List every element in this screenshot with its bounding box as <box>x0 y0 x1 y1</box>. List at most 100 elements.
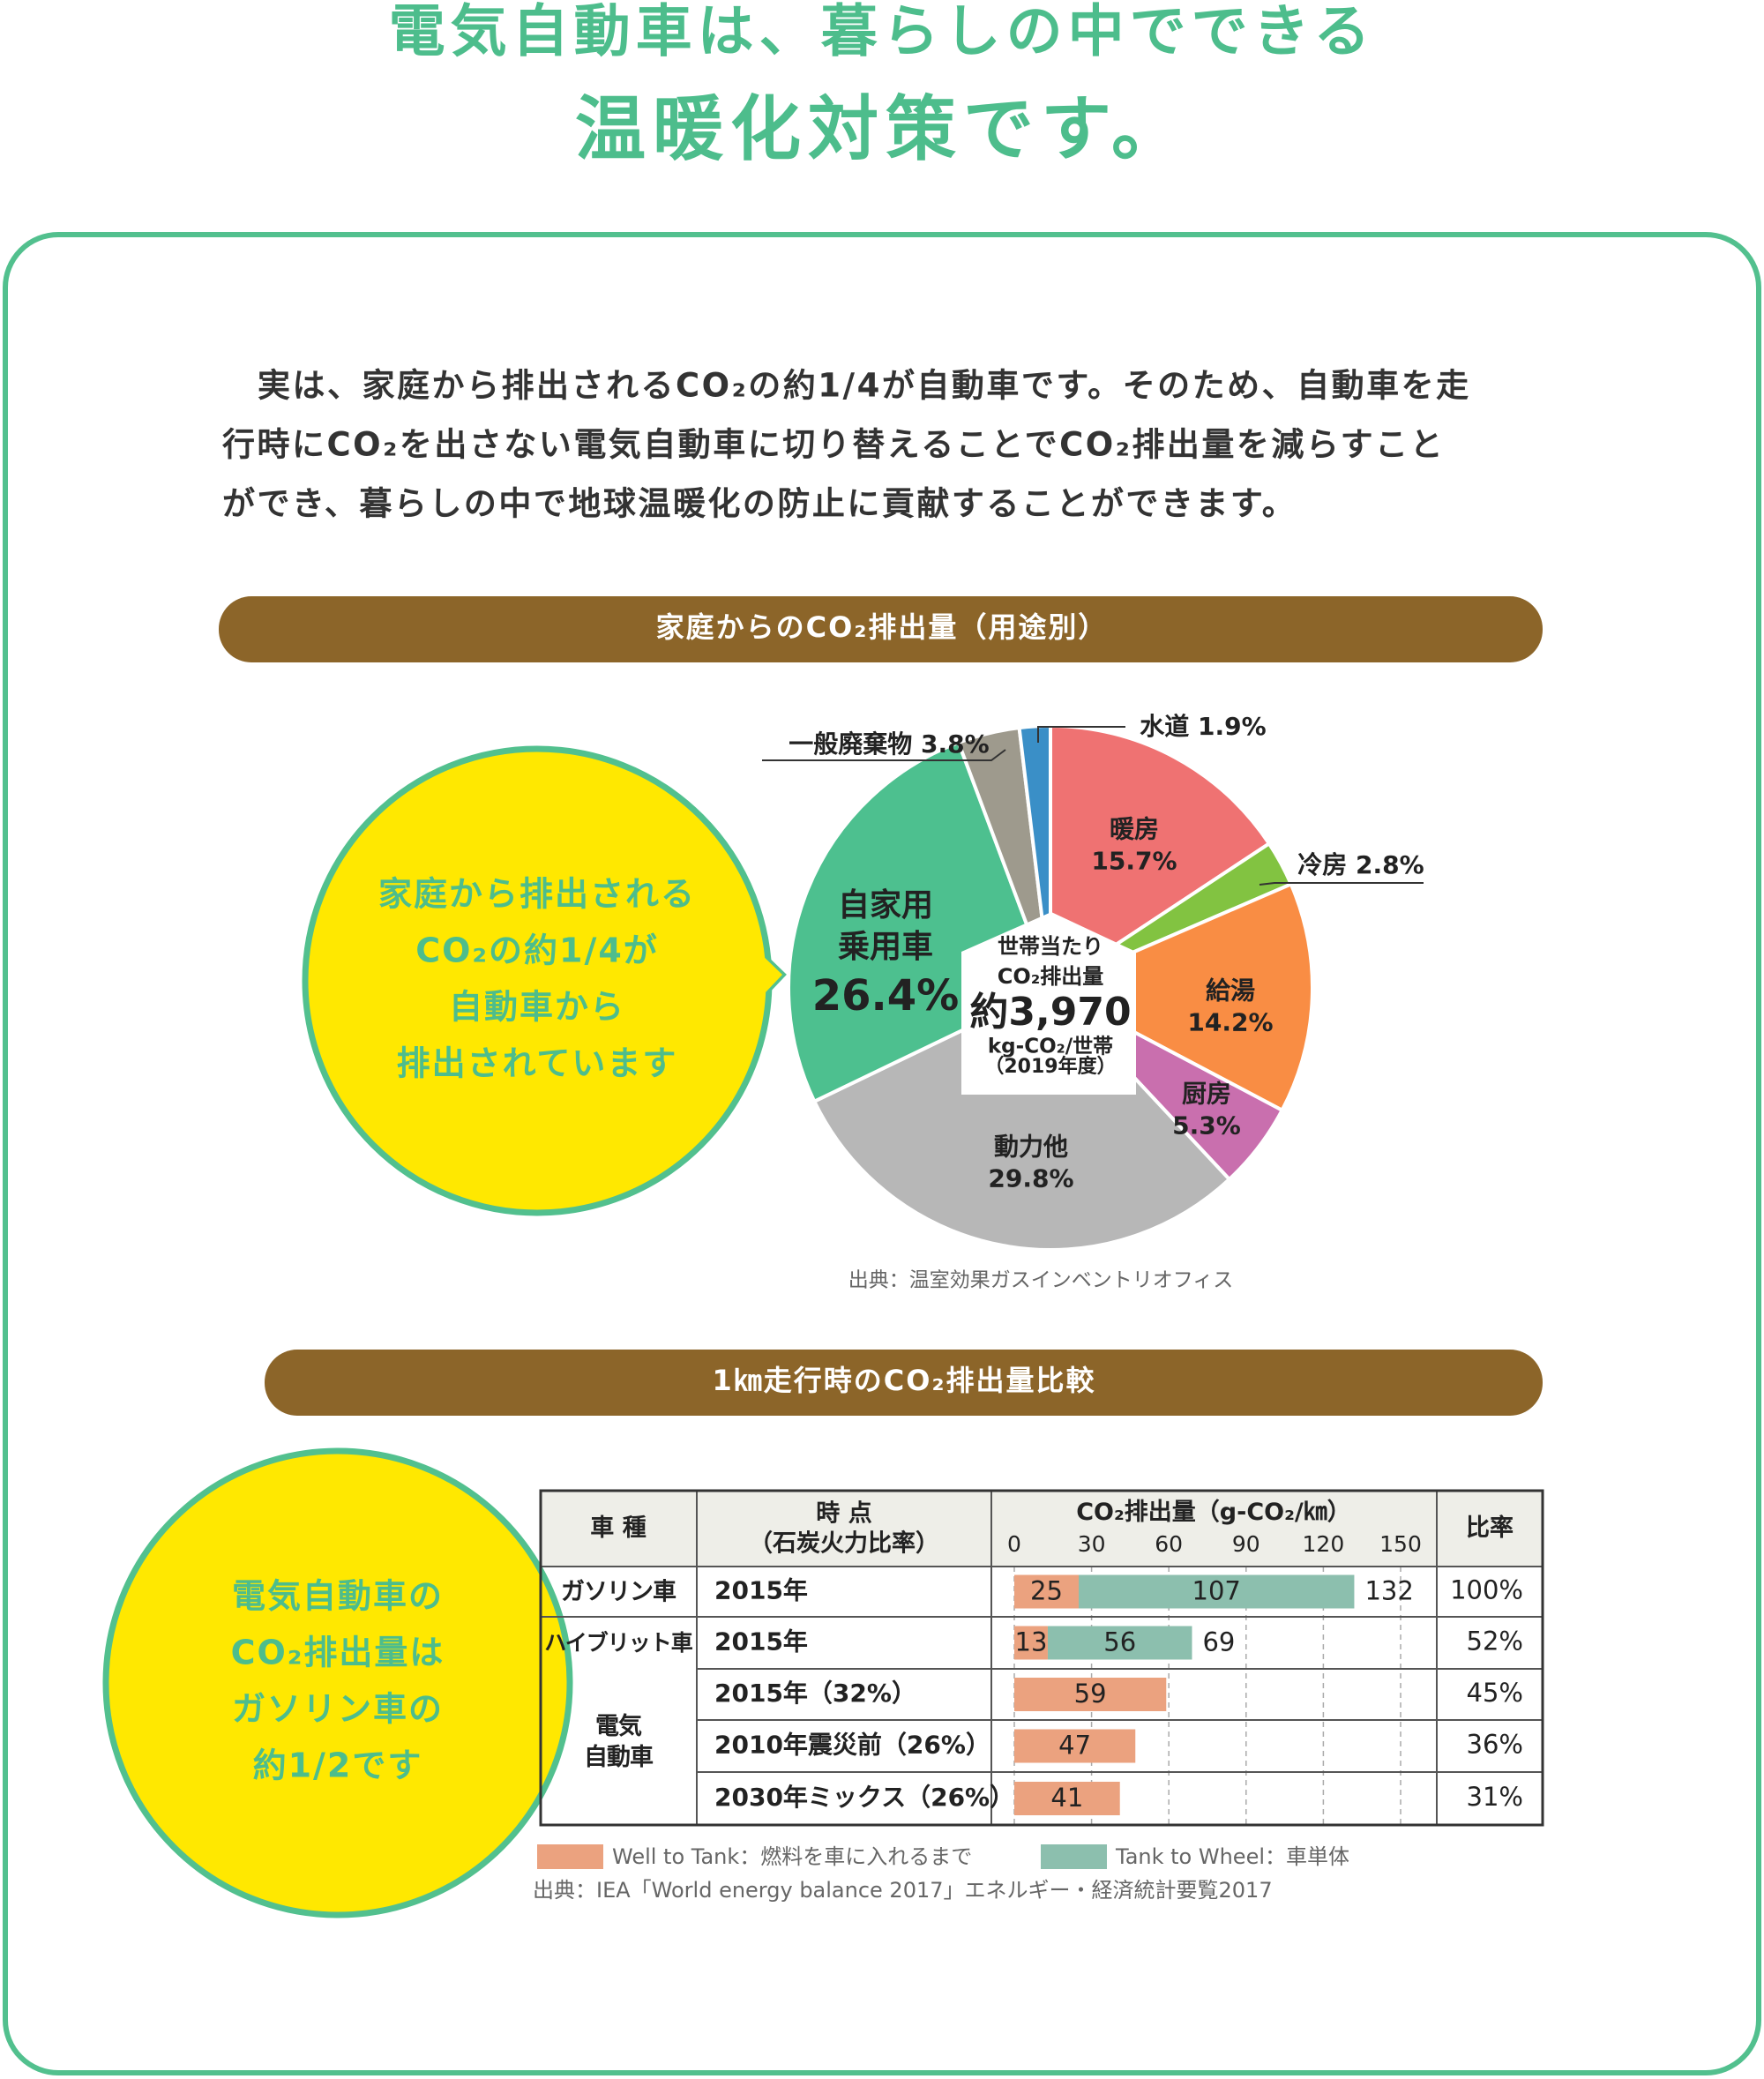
pie-category: 厨房 <box>1181 1079 1231 1109</box>
page-title: 電気自動車は、暮らしの中でできる <box>389 0 1376 65</box>
source-note: 出典：温室効果ガスインベントリオフィス <box>848 1269 1234 1292</box>
leader-line <box>762 749 1006 761</box>
pie-label: 一般廃棄物 3.8% <box>789 729 989 760</box>
callout-tail <box>516 1658 557 1742</box>
category-label: 2015年（32%） <box>714 1679 916 1708</box>
pie-value: 26.4% <box>811 970 960 1021</box>
pie-label: 冷房 2.8% <box>1297 849 1424 881</box>
callout-text: 家庭から排出される <box>378 875 696 914</box>
section-title: 1㎞走行時のCO₂排出量比較 <box>713 1364 1096 1397</box>
callout-text: ガソリン車の <box>232 1690 444 1729</box>
callout-bubble <box>102 1447 573 1918</box>
pie-label: 給湯 14.2% <box>1187 976 1273 1040</box>
callout-text: 電気自動車の <box>232 1577 444 1616</box>
column-header: 比率 <box>1466 1514 1514 1543</box>
leader-line <box>1259 882 1424 886</box>
center-text: 世帯当たり <box>998 934 1103 959</box>
bar-segment <box>1014 1626 1048 1660</box>
callout-text: 約1/2です <box>253 1746 423 1785</box>
category-label: 2010年震災前（26%） <box>714 1731 990 1760</box>
center-text: （2019年度） <box>984 1055 1116 1078</box>
center-panel <box>961 912 1136 1095</box>
bar-value: 41 <box>1050 1783 1083 1813</box>
pie-value: 1.9% <box>1198 711 1267 741</box>
page-title: 温暖化対策です。 <box>575 88 1189 170</box>
bar-segment <box>1014 1782 1120 1815</box>
bar-total: 69 <box>1202 1627 1235 1657</box>
pie-category: 冷房 <box>1297 849 1348 879</box>
section-title: 家庭からのCO₂排出量（用途別） <box>656 610 1109 644</box>
bar-segment <box>1079 1574 1355 1609</box>
ratio-label: 52% <box>1467 1627 1523 1656</box>
pie-slice <box>1046 881 1314 1113</box>
bar-total: 132 <box>1364 1576 1413 1606</box>
column-header: 車 種 <box>590 1514 647 1543</box>
callout-text: CO₂排出量は <box>231 1634 445 1672</box>
pie-category: 水道 <box>1140 711 1190 741</box>
vehicle-label: ガソリン車 <box>561 1577 676 1605</box>
pie-value: 15.7% <box>1091 847 1177 876</box>
x-tick-label: 0 <box>1007 1531 1021 1557</box>
pie-label: 水道 1.9% <box>1140 711 1266 743</box>
callout-bubble <box>302 745 773 1216</box>
category-label: 2015年 <box>714 1627 808 1656</box>
pie-label: 自家用 乗用車 26.4% <box>812 886 960 1023</box>
pie-category: 給湯 <box>1205 976 1256 1006</box>
x-tick-label: 150 <box>1379 1531 1422 1557</box>
bar-value: 59 <box>1074 1679 1107 1709</box>
bar-segment <box>1014 1574 1079 1609</box>
bar-value: 107 <box>1192 1576 1241 1606</box>
pie-label: 暖房 15.7% <box>1091 814 1177 879</box>
pie-category: 暖房 <box>1109 814 1160 844</box>
legend-label: Well to Tank：燃料を車に入れるまで <box>612 1844 972 1869</box>
legend-swatch <box>537 1844 603 1869</box>
source-note: 出典：IEA「World energy balance 2017」エネルギー・経… <box>533 1878 1273 1903</box>
bar-segment <box>1014 1729 1136 1763</box>
intro-line: ができ、暮らしの中で地球温暖化の防止に貢献することができます。 <box>222 485 1297 523</box>
bar-segment <box>1047 1626 1192 1660</box>
callout-tail <box>732 926 782 1028</box>
ratio-label: 100% <box>1450 1575 1523 1605</box>
leader-line <box>1037 726 1125 743</box>
table-border <box>539 1489 1544 1827</box>
pie-value: 3.8% <box>921 729 990 759</box>
ratio-label: 36% <box>1467 1730 1523 1760</box>
x-tick-label: 60 <box>1155 1531 1183 1557</box>
category-label: 2015年 <box>714 1576 808 1605</box>
legend-swatch <box>1041 1844 1107 1869</box>
bar-value: 47 <box>1058 1731 1091 1761</box>
intro-line: 実は、家庭から排出されるCO₂の約1/4が自動車です。そのため、自動車を走 <box>258 367 1471 405</box>
legend-label: Tank to Wheel：車単体 <box>1115 1844 1349 1869</box>
pie-label: 動力他 29.8% <box>988 1132 1073 1196</box>
callout-text: 自動車から <box>449 988 625 1027</box>
callout-text: CO₂の約1/4が <box>415 931 659 970</box>
bar-value: 56 <box>1103 1627 1136 1657</box>
center-text: kg-CO₂/世帯 <box>988 1035 1113 1058</box>
pie-category: 自家用 乗用車 <box>837 887 933 965</box>
pie-value: 5.3% <box>1172 1111 1241 1140</box>
pie-value: 29.8% <box>988 1164 1074 1193</box>
column-header: 時 点 （石炭火力比率） <box>749 1499 939 1557</box>
bar-segment <box>1014 1678 1167 1711</box>
pie-value: 14.2% <box>1187 1008 1274 1037</box>
section-bar <box>265 1350 1543 1416</box>
x-tick-label: 30 <box>1078 1531 1106 1557</box>
pie-label: 厨房 5.3% <box>1172 1079 1241 1143</box>
table-header-bg <box>541 1491 1543 1567</box>
pie-category: 動力他 <box>993 1132 1069 1162</box>
ratio-label: 31% <box>1467 1782 1523 1812</box>
column-header: CO₂排出量（g-CO₂/㎞） <box>1076 1499 1351 1527</box>
intro-line: 行時にCO₂を出さない電気自動車に切り替えることでCO₂排出量を減らすこと <box>222 426 1445 464</box>
ratio-label: 45% <box>1467 1678 1523 1708</box>
callout-text: 排出されています <box>397 1044 678 1083</box>
pie-category: 一般廃棄物 <box>789 729 913 759</box>
center-text: 約3,970 <box>969 990 1131 1035</box>
section-bar <box>219 596 1543 662</box>
bar-value: 25 <box>1030 1576 1063 1606</box>
pie-value: 2.8% <box>1356 849 1424 879</box>
vehicle-label: 電気 自動車 <box>584 1712 654 1771</box>
center-text: CO₂排出量 <box>998 964 1104 989</box>
vehicle-label: ハイブリット車 <box>544 1629 693 1656</box>
